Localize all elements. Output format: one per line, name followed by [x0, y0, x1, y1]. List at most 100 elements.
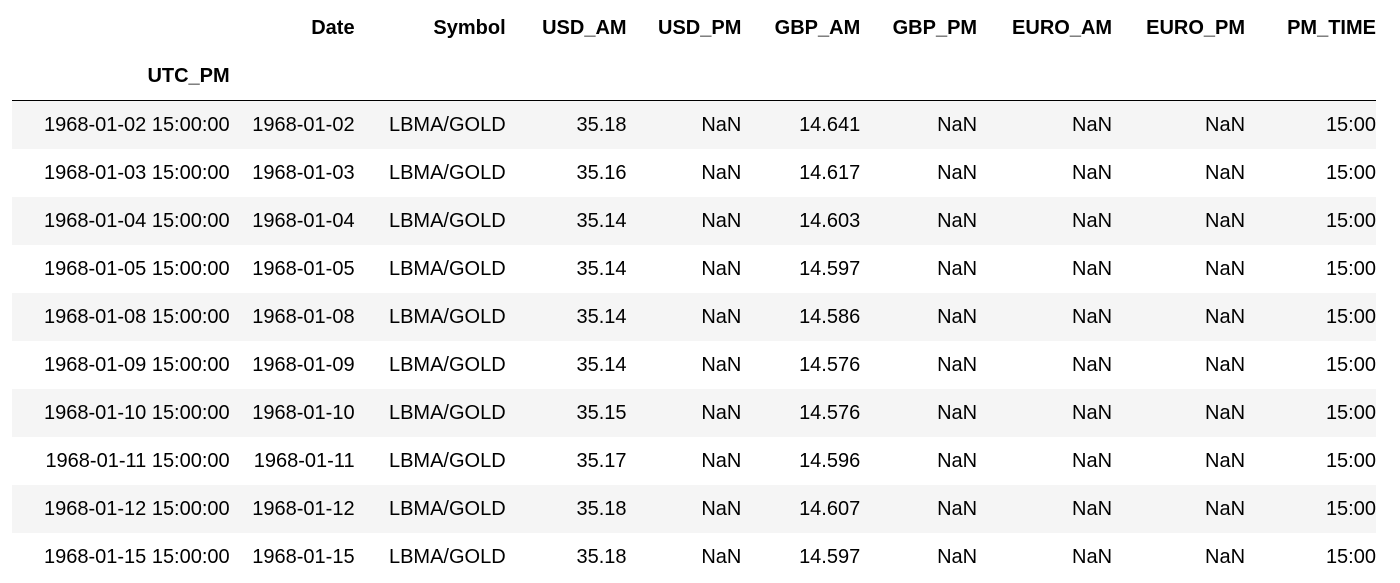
cell-usd-pm: NaN: [701, 401, 742, 424]
cell-gbp-pm: NaN: [937, 305, 978, 328]
cell-pm-time: 15:00: [1325, 161, 1376, 184]
cell-pm-time: 15:00: [1325, 449, 1376, 472]
cell-date: 1968-01-09: [252, 353, 355, 376]
cell-euro-am: NaN: [1072, 545, 1113, 568]
cell-symbol: LBMA/GOLD: [388, 209, 506, 232]
column-header-row: Date Symbol USD_AM USD_PM GBP_AM GBP_PM …: [12, 4, 1376, 52]
cell-gbp-am: 14.576: [799, 353, 861, 376]
cell-euro-am: NaN: [1072, 113, 1113, 136]
cell-symbol: LBMA/GOLD: [388, 305, 506, 328]
cell-symbol: LBMA/GOLD: [388, 161, 506, 184]
cell-date: 1968-01-04: [252, 209, 355, 232]
cell-date: 1968-01-11: [253, 449, 355, 472]
table-body: 1968-01-02 15:00:00 1968-01-02 LBMA/GOLD 35…: [12, 100, 1376, 581]
cell-euro-pm: NaN: [1205, 401, 1246, 424]
cell-gbp-am: 14.603: [799, 209, 861, 232]
index-header-row: UTC_PM: [12, 52, 1376, 101]
cell-pm-time: 15:00: [1325, 209, 1376, 232]
cell-symbol: LBMA/GOLD: [388, 449, 506, 472]
cell-euro-pm: NaN: [1205, 305, 1246, 328]
cell-usd-am: 35.14: [576, 353, 627, 376]
cell-symbol: LBMA/GOLD: [388, 257, 506, 280]
cell-date: 1968-01-02: [252, 113, 355, 136]
cell-usd-pm: NaN: [701, 161, 742, 184]
cell-euro-pm: NaN: [1205, 209, 1246, 232]
cell-gbp-am: 14.596: [799, 449, 861, 472]
cell-date: 1968-01-05: [252, 257, 355, 280]
cell-euro-pm: NaN: [1205, 497, 1246, 520]
column-header-usd-pm: USD_PM: [658, 16, 742, 39]
cell-gbp-pm: NaN: [937, 113, 978, 136]
cell-symbol: LBMA/GOLD: [388, 113, 506, 136]
row-index-cell: 1968-01-05 15:00:00: [43, 257, 230, 280]
cell-gbp-pm: NaN: [937, 257, 978, 280]
row-index-cell: 1968-01-02 15:00:00: [43, 113, 230, 136]
cell-date: 1968-01-10: [252, 401, 355, 424]
cell-euro-am: NaN: [1072, 257, 1113, 280]
table-row: 1968-01-15 15:00:00 1968-01-15 LBMA/GOLD 35…: [12, 533, 1376, 581]
cell-symbol: LBMA/GOLD: [388, 497, 506, 520]
row-index-cell: 1968-01-08 15:00:00: [43, 305, 230, 328]
cell-usd-pm: NaN: [701, 449, 742, 472]
cell-pm-time: 15:00: [1325, 113, 1376, 136]
table-row: 1968-01-03 15:00:00 1968-01-03 LBMA/GOLD 35…: [12, 149, 1376, 197]
cell-symbol: LBMA/GOLD: [388, 401, 506, 424]
column-header-pm-time: PM_TIME: [1287, 16, 1376, 39]
cell-euro-pm: NaN: [1205, 353, 1246, 376]
cell-euro-am: NaN: [1072, 161, 1113, 184]
column-header-euro-pm: EURO_PM: [1146, 16, 1246, 39]
cell-pm-time: 15:00: [1325, 497, 1376, 520]
cell-euro-am: NaN: [1072, 401, 1113, 424]
cell-gbp-pm: NaN: [937, 497, 978, 520]
cell-usd-am: 35.14: [576, 209, 627, 232]
table-row: 1968-01-11 15:00:00 1968-01-11 LBMA/GOLD 35…: [12, 437, 1376, 485]
table-row: 1968-01-02 15:00:00 1968-01-02 LBMA/GOLD 35…: [12, 100, 1376, 149]
cell-usd-pm: NaN: [701, 497, 742, 520]
table-row: 1968-01-08 15:00:00 1968-01-08 LBMA/GOLD 35…: [12, 293, 1376, 341]
cell-euro-pm: NaN: [1205, 113, 1246, 136]
table-row: 1968-01-04 15:00:00 1968-01-04 LBMA/GOLD 35…: [12, 197, 1376, 245]
cell-usd-am: 35.18: [576, 113, 627, 136]
cell-gbp-am: 14.617: [799, 161, 861, 184]
cell-pm-time: 15:00: [1325, 353, 1376, 376]
cell-gbp-pm: NaN: [937, 545, 978, 568]
table-row: 1968-01-10 15:00:00 1968-01-10 LBMA/GOLD 35…: [12, 389, 1376, 437]
cell-usd-pm: NaN: [701, 305, 742, 328]
cell-pm-time: 15:00: [1325, 545, 1376, 568]
row-index-cell: 1968-01-15 15:00:00: [43, 545, 230, 568]
row-index-cell: 1968-01-09 15:00:00: [43, 353, 230, 376]
cell-usd-am: 35.14: [576, 305, 627, 328]
cell-gbp-am: 14.597: [799, 257, 861, 280]
row-index-cell: 1968-01-11 15:00:00: [45, 449, 230, 472]
cell-pm-time: 15:00: [1325, 401, 1376, 424]
cell-gbp-pm: NaN: [937, 401, 978, 424]
cell-euro-am: NaN: [1072, 209, 1113, 232]
cell-date: 1968-01-03: [252, 161, 355, 184]
cell-gbp-am: 14.641: [799, 113, 861, 136]
cell-gbp-am: 14.597: [799, 545, 861, 568]
cell-usd-am: 35.14: [576, 257, 627, 280]
cell-gbp-am: 14.607: [799, 497, 861, 520]
row-index-cell: 1968-01-03 15:00:00: [43, 161, 230, 184]
column-header-gbp-am: GBP_AM: [774, 16, 861, 39]
table-header: Date Symbol USD_AM USD_PM GBP_AM GBP_PM …: [12, 4, 1376, 101]
column-header-date: Date: [311, 16, 355, 39]
cell-gbp-am: 14.586: [799, 305, 861, 328]
cell-usd-pm: NaN: [701, 353, 742, 376]
cell-euro-am: NaN: [1072, 449, 1113, 472]
row-index-cell: 1968-01-12 15:00:00: [43, 497, 230, 520]
cell-date: 1968-01-08: [252, 305, 355, 328]
cell-euro-am: NaN: [1072, 353, 1113, 376]
index-name-header: UTC_PM: [12, 52, 242, 101]
cell-usd-pm: NaN: [701, 257, 742, 280]
cell-gbp-pm: NaN: [937, 449, 978, 472]
cell-pm-time: 15:00: [1325, 257, 1376, 280]
cell-euro-pm: NaN: [1205, 161, 1246, 184]
cell-usd-am: 35.18: [576, 497, 627, 520]
cell-date: 1968-01-12: [252, 497, 355, 520]
cell-symbol: LBMA/GOLD: [388, 353, 506, 376]
dataframe-table: Date Symbol USD_AM USD_PM GBP_AM GBP_PM …: [12, 4, 1376, 581]
cell-usd-pm: NaN: [701, 545, 742, 568]
cell-pm-time: 15:00: [1325, 305, 1376, 328]
